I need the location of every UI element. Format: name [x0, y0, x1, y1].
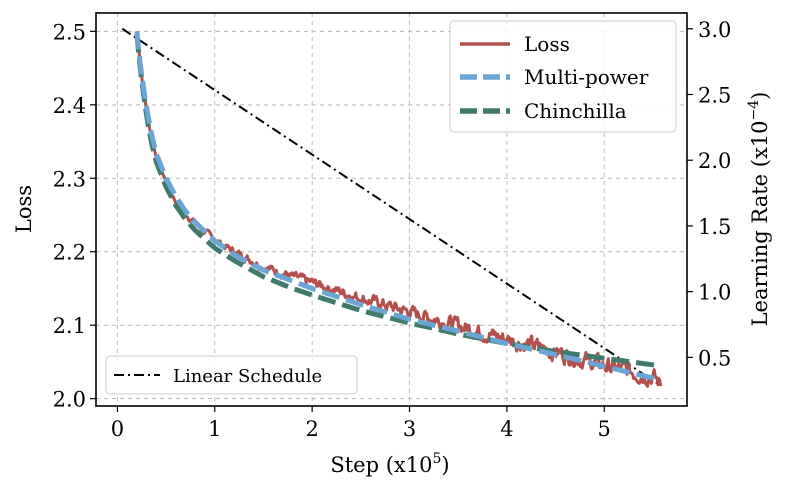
y-tick-label: 2.2 — [53, 241, 86, 265]
series-chinchilla — [134, 34, 662, 369]
y-tick-label: 2.5 — [53, 20, 86, 44]
y2-axis-ticks: 0.5 1.0 1.5 2.0 2.5 3.0 — [687, 18, 731, 370]
legend-linear-label: Linear Schedule — [173, 366, 322, 387]
plot-frame — [95, 12, 688, 407]
y2-axis-title: Learning Rate (x10−4) — [746, 92, 772, 327]
y2-tick-label: 0.5 — [698, 346, 731, 370]
x-tick-label: 0 — [111, 417, 124, 441]
series-multi-power — [134, 31, 662, 383]
y2-tick-label: 3.0 — [698, 18, 731, 42]
x-tick-label: 5 — [598, 417, 611, 441]
x-tick-label: 2 — [305, 417, 318, 441]
series-linear-schedule — [121, 27, 659, 385]
legend-loss-label: Loss — [524, 32, 570, 56]
legend-main: Loss Multi-power Chinchilla — [449, 20, 677, 133]
y2-tick-label: 2.5 — [698, 83, 731, 107]
y2-tick-label: 1.5 — [698, 215, 731, 239]
y-tick-label: 2.1 — [53, 314, 86, 338]
y2-tick-label: 2.0 — [698, 149, 731, 173]
series-layer — [121, 27, 663, 388]
legend-chinchilla-label: Chinchilla — [524, 99, 627, 123]
x-axis-ticks: 0 1 2 3 4 5 — [111, 406, 611, 441]
x-tick-label: 4 — [500, 417, 513, 441]
y-tick-label: 2.3 — [53, 167, 86, 191]
y2-tick-label: 1.0 — [698, 281, 731, 305]
legend-secondary: Linear Schedule — [105, 355, 358, 395]
legend-main-box — [449, 20, 677, 133]
y-tick-label: 2.0 — [53, 388, 86, 412]
y-tick-label: 2.4 — [53, 94, 86, 118]
y-axis-ticks: 2.0 2.1 2.2 2.3 2.4 2.5 — [53, 20, 96, 412]
legend-multipower-label: Multi-power — [524, 65, 649, 89]
x-axis-title: Step (x105) — [330, 451, 449, 477]
x-tick-label: 1 — [208, 417, 221, 441]
x-tick-label: 3 — [403, 417, 416, 441]
y-axis-title: Loss — [12, 185, 36, 233]
legend-secondary-box — [105, 355, 358, 395]
